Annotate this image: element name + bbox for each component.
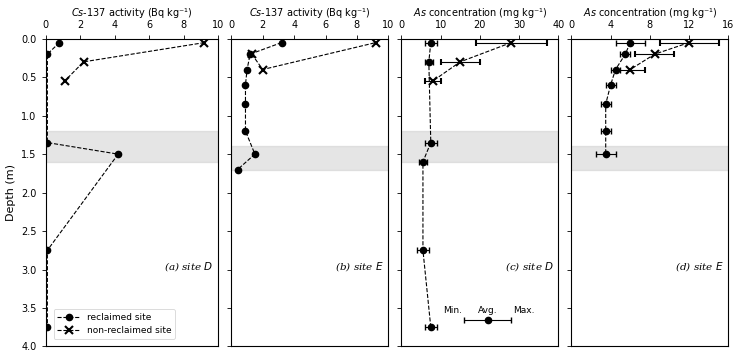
- Text: (b) site $E$: (b) site $E$: [334, 260, 383, 272]
- reclaimed site: [43, 140, 52, 145]
- non-reclaimed site: [258, 67, 267, 72]
- non-reclaimed site: [371, 40, 380, 45]
- reclaimed site: [250, 152, 259, 156]
- reclaimed site: [241, 102, 250, 106]
- reclaimed site: [43, 52, 52, 56]
- reclaimed site: [241, 129, 250, 133]
- Text: (d) site $E$: (d) site $E$: [675, 260, 724, 272]
- Text: (c) site $D$: (c) site $D$: [505, 260, 554, 272]
- Legend: reclaimed site, non-reclaimed site: reclaimed site, non-reclaimed site: [53, 309, 175, 339]
- Line: reclaimed site: reclaimed site: [235, 39, 285, 173]
- non-reclaimed site: [60, 79, 69, 83]
- reclaimed site: [241, 83, 250, 87]
- X-axis label: $\it{Cs}$-137 activity (Bq kg⁻¹): $\it{Cs}$-137 activity (Bq kg⁻¹): [71, 6, 193, 20]
- Bar: [401, 131, 558, 162]
- Line: reclaimed site: reclaimed site: [44, 39, 121, 330]
- reclaimed site: [43, 325, 52, 329]
- reclaimed site: [277, 40, 286, 45]
- reclaimed site: [43, 248, 52, 252]
- Line: non-reclaimed site: non-reclaimed site: [248, 39, 380, 73]
- Text: (a) site $D$: (a) site $D$: [164, 260, 213, 272]
- Text: Min.: Min.: [443, 306, 462, 315]
- reclaimed site: [233, 168, 242, 172]
- Bar: [571, 146, 728, 170]
- Bar: [46, 131, 218, 162]
- reclaimed site: [55, 40, 64, 45]
- Line: non-reclaimed site: non-reclaimed site: [61, 39, 208, 85]
- Bar: [232, 146, 388, 170]
- Text: Avg.: Avg.: [478, 306, 497, 315]
- X-axis label: $\it{As}$ concentration (mg kg⁻¹): $\it{As}$ concentration (mg kg⁻¹): [582, 6, 717, 20]
- non-reclaimed site: [247, 52, 256, 56]
- X-axis label: $\it{As}$ concentration (mg kg⁻¹): $\it{As}$ concentration (mg kg⁻¹): [413, 6, 547, 20]
- Y-axis label: Depth (m): Depth (m): [6, 164, 16, 221]
- reclaimed site: [246, 52, 255, 56]
- reclaimed site: [114, 152, 123, 156]
- X-axis label: $\it{Cs}$-137 activity (Bq kg⁻¹): $\it{Cs}$-137 activity (Bq kg⁻¹): [249, 6, 371, 20]
- Text: Max.: Max.: [513, 306, 535, 315]
- reclaimed site: [243, 67, 252, 72]
- non-reclaimed site: [79, 60, 88, 64]
- non-reclaimed site: [200, 40, 209, 45]
